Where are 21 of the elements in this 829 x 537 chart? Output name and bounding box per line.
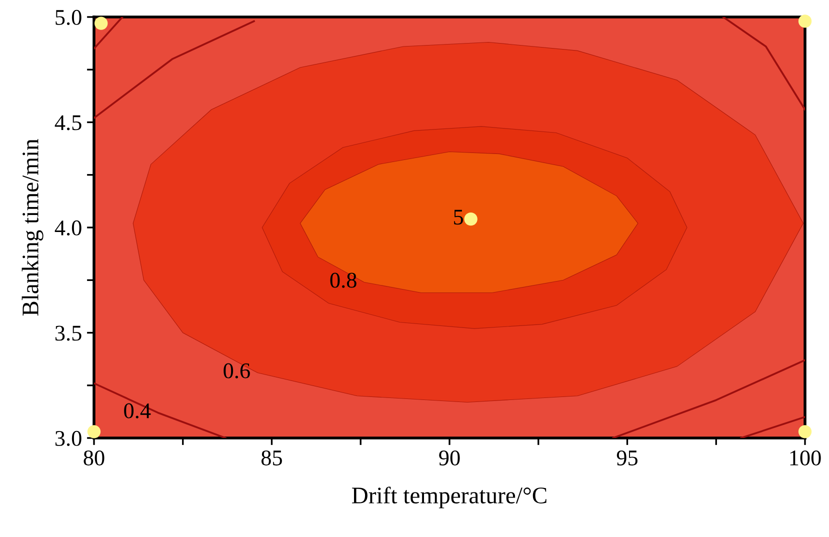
x-tick-label: 85 <box>261 450 282 466</box>
x-tick-label: 90 <box>439 450 460 466</box>
point <box>798 425 812 438</box>
point <box>798 14 812 28</box>
x-tick-label: 80 <box>84 450 104 466</box>
y-tick-label: 4.5 <box>54 115 82 130</box>
point <box>94 16 108 30</box>
y-axis-title: Blanking time/min <box>22 138 44 316</box>
x-tick-label: 95 <box>616 450 638 466</box>
annotation: 5 <box>454 210 464 225</box>
point <box>87 425 101 438</box>
x-tick-label: 100 <box>790 450 821 466</box>
y-tick-label: 5.0 <box>56 10 82 26</box>
annotation: 0.4 <box>124 403 151 418</box>
y-tick-label: 3.5 <box>55 326 82 341</box>
x-axis-title: Drift temperature/°C <box>352 486 546 508</box>
point <box>464 212 478 226</box>
y-tick-label: 4.0 <box>54 220 82 236</box>
annotation: 0.6 <box>224 363 250 378</box>
y-tick-label: 3.0 <box>55 430 82 446</box>
annotation: 0.8 <box>330 272 356 288</box>
